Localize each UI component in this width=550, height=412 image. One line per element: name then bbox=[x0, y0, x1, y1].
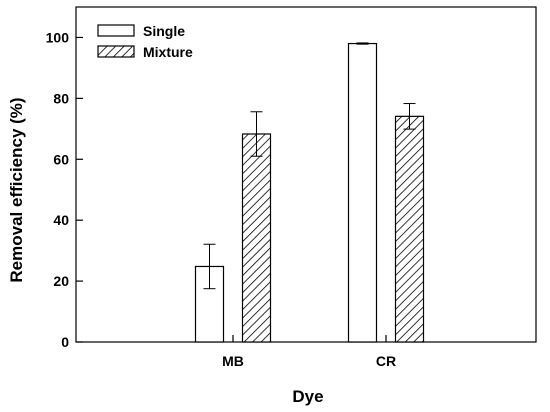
legend-swatch-mixture bbox=[97, 45, 135, 58]
plot-area: 0 20 40 60 80 100 MB CR Single Mixture bbox=[46, 6, 537, 369]
y-tick-label: 20 bbox=[53, 273, 69, 289]
bar-single-cr bbox=[347, 42, 378, 343]
y-tick-label: 60 bbox=[53, 151, 69, 167]
legend-label-single: Single bbox=[143, 23, 185, 39]
y-tick-label: 40 bbox=[53, 212, 69, 228]
y-tick-label: 80 bbox=[53, 90, 69, 106]
y-axis-title: Removal efficiency (%) bbox=[7, 97, 26, 282]
legend-swatch-single bbox=[97, 24, 135, 37]
x-tick-label: CR bbox=[376, 353, 396, 369]
y-tick-label: 100 bbox=[46, 29, 70, 45]
plot-frame bbox=[75, 6, 537, 343]
x-axis-title: Dye bbox=[292, 387, 323, 406]
x-tick-label: MB bbox=[222, 353, 244, 369]
bar-mixture-mb bbox=[241, 133, 272, 343]
legend-label-mixture: Mixture bbox=[143, 44, 193, 60]
bar-mixture-cr bbox=[394, 115, 425, 343]
y-tick-label: 0 bbox=[61, 334, 69, 350]
